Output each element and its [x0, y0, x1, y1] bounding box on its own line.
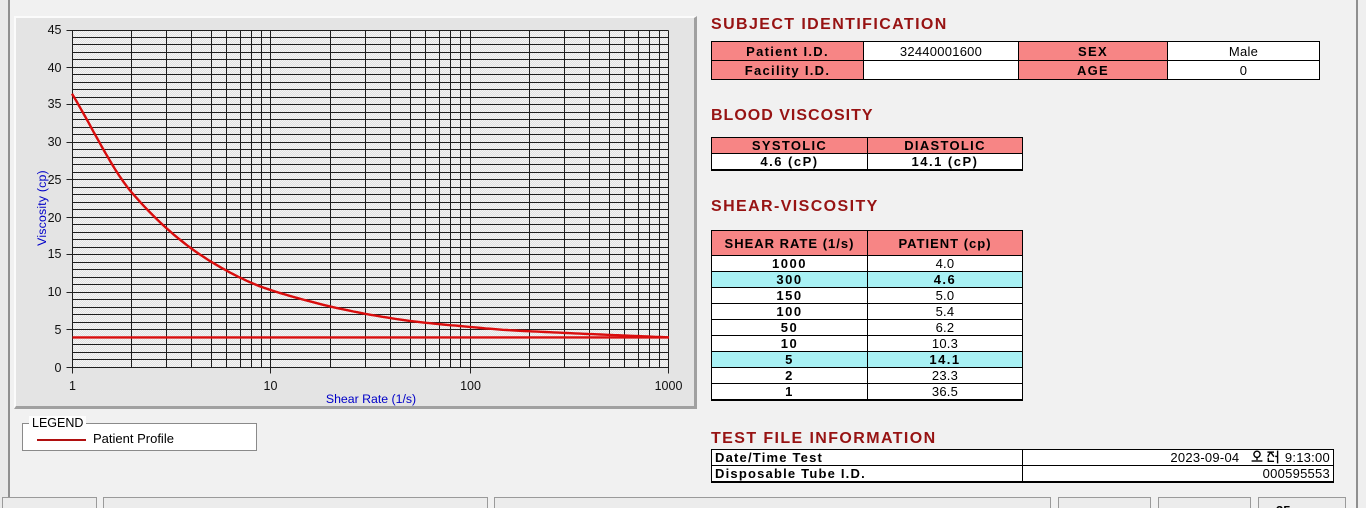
svg-text:5: 5 [55, 323, 62, 337]
svg-text:30: 30 [48, 135, 62, 149]
svg-text:0: 0 [55, 361, 62, 375]
svg-text:20: 20 [48, 211, 62, 225]
svg-text:100: 100 [460, 379, 481, 393]
svg-text:Shear Rate (1/s): Shear Rate (1/s) [326, 392, 416, 406]
svg-text:40: 40 [48, 61, 62, 75]
svg-text:1: 1 [69, 379, 76, 393]
svg-text:35: 35 [48, 97, 62, 111]
svg-text:25: 25 [48, 173, 62, 187]
svg-text:Viscosity (cp): Viscosity (cp) [35, 170, 49, 246]
svg-text:1000: 1000 [655, 379, 683, 393]
svg-text:15: 15 [48, 247, 62, 261]
svg-text:10: 10 [264, 379, 278, 393]
svg-text:45: 45 [48, 23, 62, 37]
svg-text:10: 10 [48, 285, 62, 299]
